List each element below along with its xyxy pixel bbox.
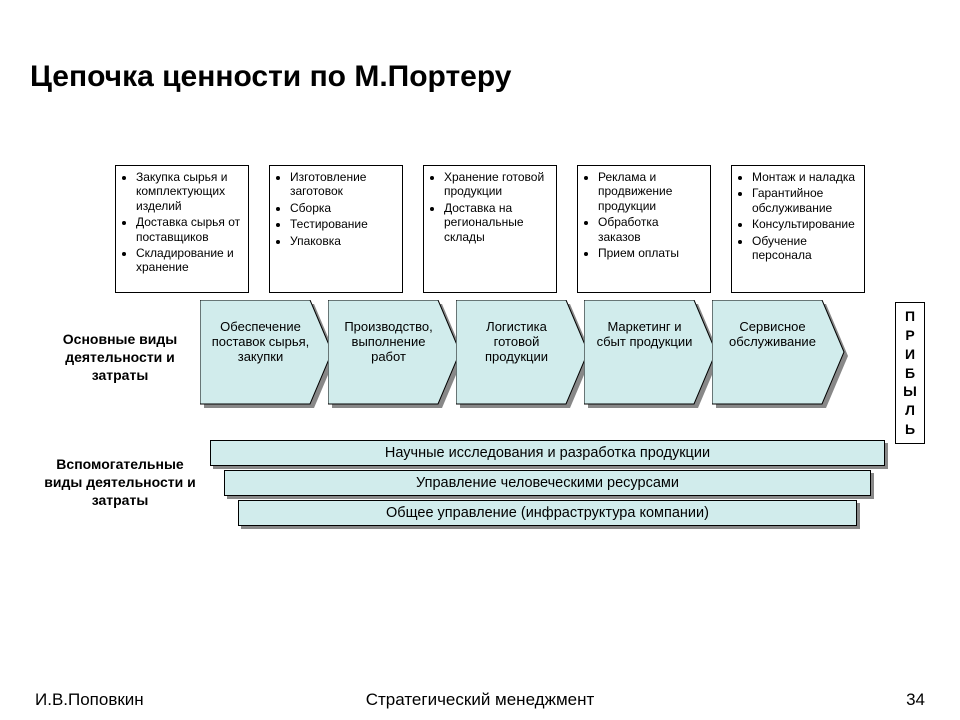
detail-item: Складирование и хранение	[136, 246, 242, 275]
profit-letter: Б	[905, 364, 915, 383]
arrow-label-1: Обеспечение поставок сырья, закупки	[208, 320, 313, 365]
detail-boxes-row: Закупка сырья и комплектующих изделийДос…	[115, 165, 865, 293]
profit-letter: П	[905, 307, 915, 326]
value-chain-arrow-4: Маркетинг и сбыт продукции	[584, 300, 722, 410]
detail-item: Упаковка	[290, 234, 396, 248]
primary-arrows-row: Обеспечение поставок сырья, закупки Произ…	[200, 300, 840, 410]
detail-item: Доставка сырья от поставщиков	[136, 215, 242, 244]
detail-box-3: Хранение готовой продукцииДоставка на ре…	[423, 165, 557, 293]
detail-item: Монтаж и наладка	[752, 170, 858, 184]
profit-letter: И	[905, 345, 915, 364]
arrow-label-3: Логистика готовой продукции	[464, 320, 569, 365]
detail-item: Реклама и продвижение продукции	[598, 170, 704, 213]
label-primary-activities: Основные виды деятельности и затраты	[55, 330, 185, 385]
arrow-label-5: Сервисное обслуживание	[720, 320, 825, 350]
detail-item: Изготовление заготовок	[290, 170, 396, 199]
detail-list-4: Реклама и продвижение продукцииОбработка…	[584, 170, 704, 260]
profit-letter: Р	[905, 326, 914, 345]
footer-page: 34	[906, 690, 925, 710]
arrow-label-2: Производство, выполнение работ	[336, 320, 441, 365]
detail-list-2: Изготовление заготовок Сборка Тестирование…	[276, 170, 396, 248]
detail-box-5: Монтаж и наладка Гарантийное обслуживание…	[731, 165, 865, 293]
detail-box-4: Реклама и продвижение продукцииОбработка…	[577, 165, 711, 293]
detail-list-5: Монтаж и наладка Гарантийное обслуживание…	[738, 170, 858, 262]
support-row-1: Научные исследования и разработка продук…	[210, 440, 885, 466]
label-support-activities: Вспомогательные виды деятельности и затр…	[40, 455, 200, 510]
slide-title: Цепочка ценности по М.Портеру	[30, 60, 511, 94]
value-chain-arrow-1: Обеспечение поставок сырья, закупки	[200, 300, 338, 410]
detail-item: Закупка сырья и комплектующих изделий	[136, 170, 242, 213]
detail-box-1: Закупка сырья и комплектующих изделийДос…	[115, 165, 249, 293]
detail-item: Консультирование	[752, 217, 858, 231]
detail-item: Гарантийное обслуживание	[752, 186, 858, 215]
value-chain-arrow-2: Производство, выполнение работ	[328, 300, 466, 410]
detail-item: Хранение готовой продукции	[444, 170, 550, 199]
detail-item: Сборка	[290, 201, 396, 215]
profit-letter: Л	[905, 401, 915, 420]
detail-list-1: Закупка сырья и комплектующих изделийДос…	[122, 170, 242, 275]
arrow-label-4: Маркетинг и сбыт продукции	[592, 320, 697, 350]
support-rows: Научные исследования и разработка продук…	[210, 440, 885, 530]
detail-item: Прием оплаты	[598, 246, 704, 260]
profit-letter: Ы	[903, 382, 917, 401]
detail-item: Доставка на региональные склады	[444, 201, 550, 244]
value-chain-arrow-5: Сервисное обслуживание	[712, 300, 850, 410]
detail-item: Обработка заказов	[598, 215, 704, 244]
footer-title: Стратегический менеджмент	[0, 690, 960, 710]
detail-list-3: Хранение готовой продукцииДоставка на ре…	[430, 170, 550, 244]
profit-letter: Ь	[905, 420, 915, 439]
value-chain-arrow-3: Логистика готовой продукции	[456, 300, 594, 410]
detail-item: Тестирование	[290, 217, 396, 231]
support-row-3: Общее управление (инфраструктура компани…	[238, 500, 857, 526]
detail-item: Обучение персонала	[752, 234, 858, 263]
detail-box-2: Изготовление заготовок Сборка Тестирование…	[269, 165, 403, 293]
profit-box: ПРИБЫЛЬ	[895, 302, 925, 444]
support-row-2: Управление человеческими ресурсами	[224, 470, 871, 496]
